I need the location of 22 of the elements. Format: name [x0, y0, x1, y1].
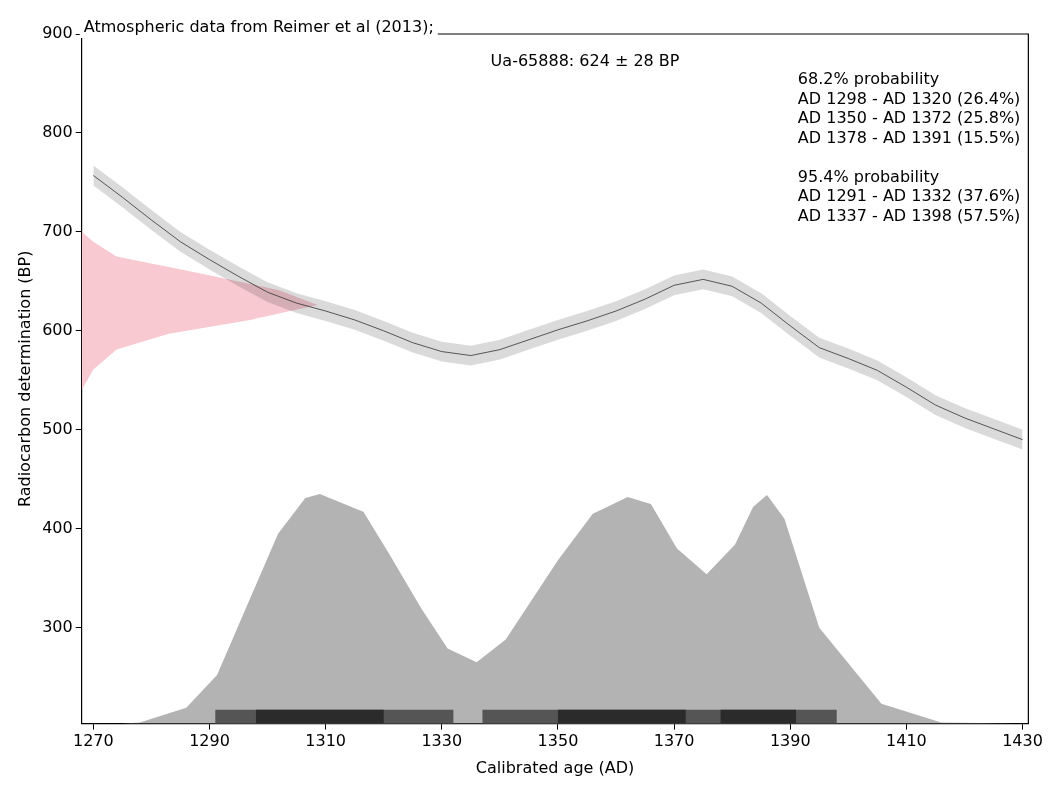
x-tick-label: 1410	[886, 731, 927, 751]
annotation: 68.2% probability AD 1298 - AD 1320 (26.4%) AD 1350 - AD 1372 (25.8%) AD 1378 - AD 1391 (15.5%)	[797, 69, 1021, 147]
y-tick-label: 500	[42, 418, 73, 438]
x-tick-label: 1370	[653, 731, 695, 751]
y-tick-label: 800	[42, 122, 73, 142]
x-tick-label: 1330	[421, 731, 463, 751]
x-tick-label: 1290	[189, 731, 230, 751]
x-tick-label: 1350	[537, 731, 579, 751]
y-axis-title: Radiocarbon determination (BP)	[14, 250, 34, 508]
x-tick-label: 1430	[1002, 731, 1043, 751]
text: Ua-65888: 624 ± 28 BP	[490, 51, 680, 71]
y-tick-label: 700	[42, 221, 73, 241]
annotation: 95.4% probability AD 1291 - AD 1332 (37.6%) AD 1337 - AD 1398 (57.5%)	[797, 166, 1021, 225]
y-tick-label: 300	[42, 616, 73, 636]
y-tick-label: 600	[42, 319, 73, 339]
y-tick-label: 400	[42, 517, 73, 537]
x-tick-label: 1310	[305, 731, 347, 751]
chart-title: Atmospheric data from Reimer et al (2013);	[83, 17, 434, 37]
y-tick-label: 900	[42, 23, 73, 43]
x-tick-label: 1390	[769, 731, 811, 751]
x-tick-label: 1270	[72, 731, 114, 751]
x-axis-title: Calibrated age (AD)	[475, 757, 635, 777]
